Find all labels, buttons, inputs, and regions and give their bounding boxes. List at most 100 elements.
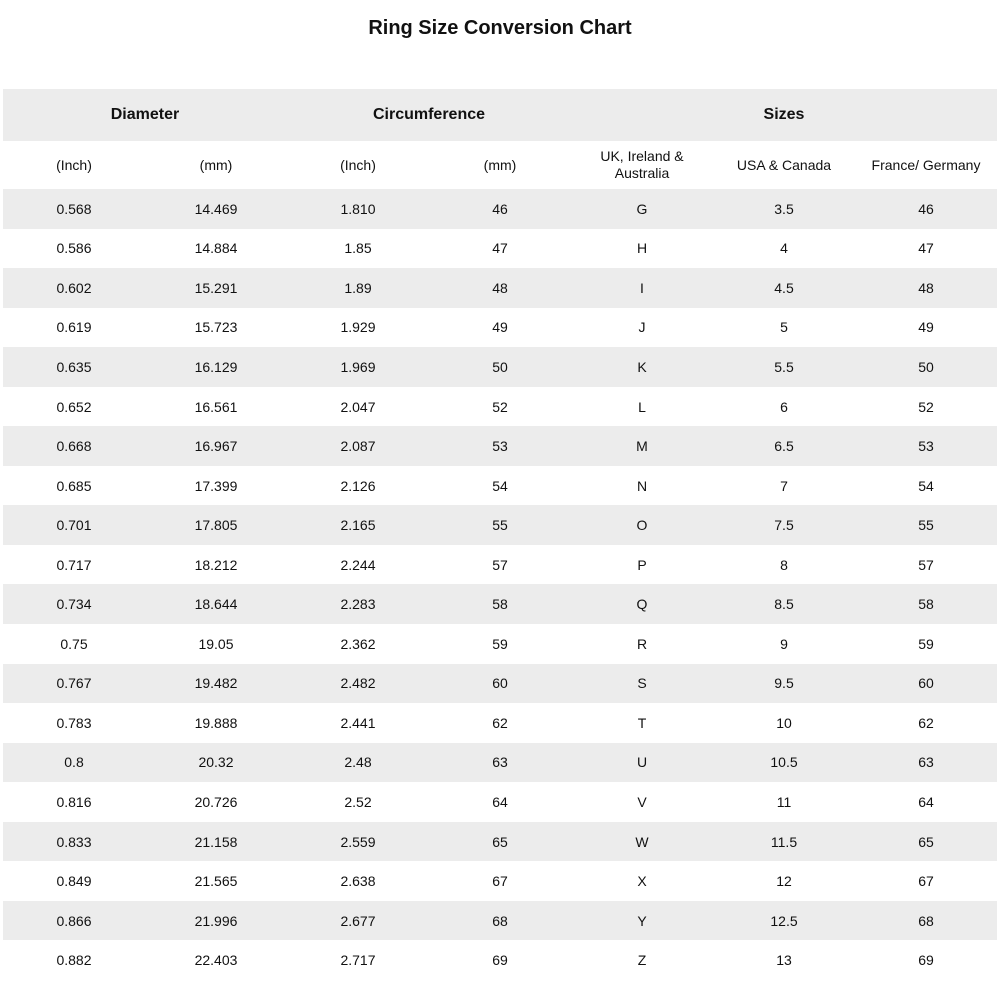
cell-france-size: 48 — [918, 279, 934, 296]
cell-circumference-inch: 2.717 — [340, 952, 376, 969]
cell-diameter-inch: 0.866 — [56, 912, 92, 929]
cell-diameter-inch: 0.701 — [56, 517, 92, 534]
page-title: Ring Size Conversion Chart — [368, 17, 632, 39]
header-circumference: Circumference — [287, 89, 571, 141]
cell-diameter-inch: 0.816 — [56, 793, 92, 810]
header-group-row: Diameter Circumference Sizes — [3, 89, 997, 141]
cell-diameter-mm: 20.726 — [194, 793, 238, 810]
cell-france-size: 54 — [918, 477, 934, 494]
cell-uk-size: T — [637, 714, 647, 731]
cell-france-size: 67 — [918, 873, 934, 890]
cell-france-size: 68 — [918, 912, 934, 929]
cell-usa-size: 12.5 — [770, 912, 798, 929]
subheader-usa: USA & Canada — [713, 141, 855, 189]
cell-france-size: 46 — [918, 200, 934, 217]
cell-diameter-mm: 18.644 — [194, 596, 238, 613]
cell-uk-size: R — [636, 635, 648, 652]
cell-diameter-mm: 22.403 — [194, 952, 238, 969]
cell-usa-size: 5 — [780, 319, 788, 336]
cell-circumference-mm: 54 — [492, 477, 508, 494]
table-row: 0.866 21.996 2.677 68 Y 12.5 68 — [3, 900, 997, 941]
cell-uk-size: S — [637, 675, 647, 692]
cell-circumference-mm: 59 — [492, 635, 508, 652]
cell-france-size: 55 — [918, 517, 934, 534]
cell-usa-size: 13 — [776, 952, 792, 969]
cell-circumference-mm: 58 — [492, 596, 508, 613]
cell-france-size: 53 — [918, 438, 934, 455]
table-row: 0.668 16.967 2.087 53 M 6.5 53 — [3, 426, 997, 466]
cell-circumference-inch: 1.929 — [340, 319, 376, 336]
cell-circumference-inch: 2.48 — [344, 754, 372, 771]
cell-diameter-mm: 20.32 — [198, 754, 234, 771]
cell-usa-size: 11.5 — [770, 833, 798, 850]
cell-usa-size: 6.5 — [774, 438, 794, 455]
cell-diameter-inch: 0.833 — [56, 833, 92, 850]
cell-circumference-inch: 2.362 — [340, 635, 376, 652]
cell-diameter-mm: 17.399 — [194, 477, 238, 494]
cell-france-size: 62 — [918, 714, 934, 731]
cell-diameter-mm: 19.482 — [194, 675, 238, 692]
cell-circumference-inch: 2.047 — [340, 398, 376, 415]
subheader-uk: UK, Ireland & Australia — [571, 141, 713, 189]
cell-diameter-mm: 16.561 — [194, 398, 238, 415]
cell-circumference-inch: 2.638 — [340, 873, 376, 890]
ring-size-table: Diameter Circumference Sizes (Inch) (mm)… — [3, 89, 997, 980]
table-row: 0.833 21.158 2.559 65 W 11.5 65 — [3, 821, 997, 862]
cell-circumference-mm: 68 — [492, 912, 508, 929]
table-body: 0.568 14.469 1.810 46 G 3.5 46 0.586 14.884 1.85 4… — [3, 189, 997, 980]
cell-france-size: 63 — [918, 754, 934, 771]
cell-circumference-mm: 46 — [492, 200, 508, 217]
cell-diameter-inch: 0.734 — [56, 596, 92, 613]
table-row: 0.701 17.805 2.165 55 O 7.5 55 — [3, 505, 997, 545]
table-row: 0.586 14.884 1.85 47 H 4 47 — [3, 228, 997, 269]
cell-france-size: 59 — [918, 635, 934, 652]
cell-france-size: 49 — [918, 319, 934, 336]
table-row: 0.602 15.291 1.89 48 I 4.5 48 — [3, 268, 997, 308]
cell-diameter-inch: 0.652 — [56, 398, 92, 415]
cell-usa-size: 12 — [776, 873, 792, 890]
cell-circumference-inch: 2.677 — [340, 912, 376, 929]
cell-diameter-mm: 15.723 — [194, 319, 238, 336]
cell-diameter-inch: 0.568 — [56, 200, 92, 217]
cell-circumference-inch: 1.810 — [340, 200, 376, 217]
cell-uk-size: W — [635, 833, 649, 850]
subheader-diameter-inch: (Inch) — [3, 141, 145, 189]
cell-diameter-mm: 21.996 — [194, 912, 238, 929]
cell-diameter-inch: 0.717 — [56, 556, 92, 573]
cell-uk-size: X — [637, 873, 647, 890]
cell-usa-size: 3.5 — [774, 200, 794, 217]
table-row: 0.816 20.726 2.52 64 V 11 64 — [3, 782, 997, 822]
cell-circumference-mm: 50 — [492, 358, 508, 375]
cell-france-size: 60 — [918, 675, 934, 692]
cell-circumference-inch: 2.126 — [340, 477, 376, 494]
cell-usa-size: 7.5 — [774, 517, 794, 534]
table-row: 0.734 18.644 2.283 58 Q 8.5 58 — [3, 584, 997, 625]
cell-diameter-mm: 16.967 — [194, 438, 238, 455]
cell-france-size: 47 — [918, 240, 934, 257]
table-row: 0.652 16.561 2.047 52 L 6 52 — [3, 386, 997, 427]
cell-circumference-mm: 63 — [492, 754, 508, 771]
table-row: 0.767 19.482 2.482 60 S 9.5 60 — [3, 663, 997, 704]
cell-uk-size: Z — [637, 952, 647, 969]
cell-usa-size: 4 — [780, 240, 788, 257]
cell-circumference-inch: 2.087 — [340, 438, 376, 455]
cell-uk-size: K — [637, 358, 647, 375]
cell-usa-size: 8 — [780, 556, 788, 573]
table-row: 0.882 22.403 2.717 69 Z 13 69 — [3, 940, 997, 980]
cell-uk-size: L — [638, 398, 646, 415]
cell-circumference-inch: 1.969 — [340, 358, 376, 375]
cell-circumference-inch: 2.283 — [340, 596, 376, 613]
cell-uk-size: G — [636, 200, 648, 217]
subheader-row: (Inch) (mm) (Inch) (mm) UK, Ireland & Au… — [3, 141, 997, 189]
cell-diameter-inch: 0.685 — [56, 477, 92, 494]
cell-circumference-mm: 49 — [492, 319, 508, 336]
table-row: 0.619 15.723 1.929 49 J 5 49 — [3, 307, 997, 348]
header-diameter: Diameter — [3, 89, 287, 141]
cell-diameter-inch: 0.602 — [56, 279, 92, 296]
cell-uk-size: N — [636, 477, 648, 494]
cell-diameter-inch: 0.882 — [56, 952, 92, 969]
cell-circumference-mm: 47 — [492, 240, 508, 257]
cell-circumference-mm: 48 — [492, 279, 508, 296]
cell-diameter-inch: 0.849 — [56, 873, 92, 890]
cell-usa-size: 9 — [780, 635, 788, 652]
